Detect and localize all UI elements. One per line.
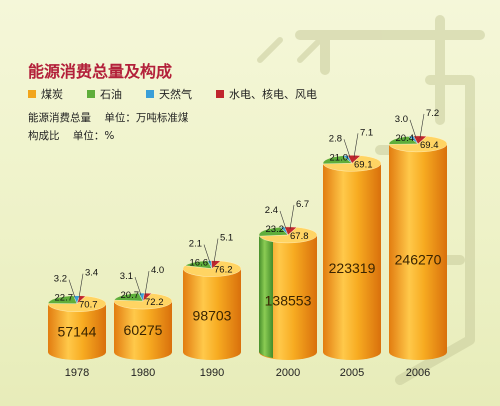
bar-1990: 98703 76.2 16.6 2.1 5.1 1990 bbox=[182, 233, 242, 379]
leader-line bbox=[343, 133, 359, 158]
gas-pct-label: 2.8 bbox=[329, 133, 342, 144]
legend-label: 煤炭 bbox=[41, 88, 63, 101]
legend-item: 煤炭 bbox=[28, 86, 63, 102]
oil-pct-label: 21.0 bbox=[330, 152, 349, 163]
bar-body bbox=[323, 163, 381, 360]
pie-cap bbox=[258, 226, 318, 244]
pie-cap bbox=[47, 295, 107, 312]
pie-slice bbox=[47, 295, 78, 304]
chart-title: 能源消费总量及构成 bbox=[28, 62, 173, 81]
bar-body bbox=[48, 303, 106, 360]
value-label: 60275 bbox=[124, 322, 163, 338]
legend-label: 天然气 bbox=[159, 88, 192, 101]
legend-swatch bbox=[87, 90, 95, 98]
oil-pct-label: 22.7 bbox=[55, 293, 74, 304]
value-label: 57144 bbox=[58, 323, 97, 339]
category-label: 1980 bbox=[131, 367, 155, 379]
bar-2000: 138553 67.8 23.2 2.4 6.7 2000 bbox=[258, 199, 318, 379]
oil-pct-label: 20.7 bbox=[121, 290, 140, 301]
oil-pct-label: 20.4 bbox=[396, 133, 415, 144]
legend: 煤炭 石油 天然气 水电、核电、风电 bbox=[28, 86, 317, 102]
bar-2005: 223319 69.1 21.0 2.8 7.1 2005 bbox=[322, 127, 382, 379]
value-label: 223319 bbox=[329, 260, 376, 276]
category-label: 2006 bbox=[406, 367, 430, 379]
coal-pct-label: 67.8 bbox=[290, 231, 309, 242]
coal-pct-label: 70.7 bbox=[79, 300, 98, 311]
leader-line bbox=[279, 204, 295, 230]
hydro-pct-label: 5.1 bbox=[220, 233, 233, 244]
bar-2006: 246270 69.4 20.4 3.0 7.2 2006 bbox=[388, 108, 448, 379]
legend-swatch bbox=[146, 90, 154, 98]
pie-slice bbox=[322, 155, 353, 165]
category-label: 1978 bbox=[65, 367, 89, 379]
hydro-pct-label: 6.7 bbox=[296, 199, 309, 210]
pie-slice bbox=[284, 226, 298, 236]
coal-pct-label: 69.4 bbox=[420, 140, 439, 151]
legend-label: 石油 bbox=[100, 88, 122, 101]
leader-line bbox=[134, 271, 150, 296]
leader-line bbox=[68, 273, 84, 298]
bar-body bbox=[259, 234, 317, 360]
value-label: 246270 bbox=[395, 251, 442, 267]
pie-cap bbox=[113, 292, 173, 310]
legend-item: 天然气 bbox=[146, 86, 192, 102]
bar-1980: 60275 72.2 20.7 3.1 4.0 1980 bbox=[113, 265, 173, 379]
pie-slice bbox=[211, 260, 222, 270]
pie-cap bbox=[182, 260, 242, 277]
legend-item: 水电、核电、风电 bbox=[216, 86, 317, 102]
coal-pct-label: 69.1 bbox=[354, 159, 373, 170]
hydro-pct-label: 7.2 bbox=[426, 108, 439, 119]
bar-body bbox=[114, 301, 172, 360]
ratio-note: 构成比 单位：% bbox=[28, 130, 115, 142]
bar-body bbox=[183, 268, 241, 360]
value-label: 98703 bbox=[193, 307, 232, 323]
coal-pct-label: 76.2 bbox=[214, 265, 233, 276]
bar-1978: 57144 70.7 22.7 3.2 3.4 1978 bbox=[47, 268, 107, 379]
category-label: 2005 bbox=[340, 367, 364, 379]
pie-cap bbox=[388, 135, 448, 153]
hydro-pct-label: 7.1 bbox=[360, 127, 373, 138]
legend-swatch bbox=[216, 90, 224, 98]
legend-item: 石油 bbox=[87, 86, 122, 102]
legend-label: 水电、核电、风电 bbox=[229, 88, 317, 101]
coal-pct-label: 72.2 bbox=[145, 297, 164, 308]
bar-oil-stripe bbox=[259, 234, 273, 358]
pie-cap bbox=[322, 155, 382, 172]
gas-pct-label: 3.2 bbox=[54, 274, 67, 285]
category-label: 1990 bbox=[200, 367, 224, 379]
oil-pct-label: 16.6 bbox=[190, 258, 209, 269]
pie-slice bbox=[258, 226, 289, 237]
category-label: 2000 bbox=[276, 367, 300, 379]
leader-line bbox=[409, 113, 425, 138]
gas-pct-label: 2.4 bbox=[265, 205, 278, 216]
gas-pct-label: 3.0 bbox=[395, 114, 408, 125]
hydro-pct-label: 4.0 bbox=[151, 265, 164, 276]
leader-line bbox=[203, 238, 219, 263]
gas-pct-label: 3.1 bbox=[120, 271, 133, 282]
pie-slice bbox=[113, 292, 144, 302]
gas-pct-label: 2.1 bbox=[189, 239, 202, 250]
oil-pct-label: 23.2 bbox=[266, 224, 285, 235]
unit-note: 能源消费总量 单位：万吨标准煤 bbox=[28, 112, 189, 124]
hydro-pct-label: 3.4 bbox=[85, 268, 98, 279]
bar-body bbox=[389, 143, 447, 360]
legend-swatch bbox=[28, 90, 36, 98]
value-label: 138553 bbox=[265, 292, 312, 308]
